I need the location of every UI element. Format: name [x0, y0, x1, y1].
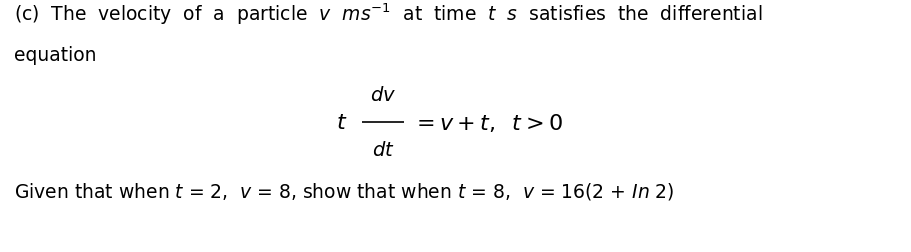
Text: $dv$: $dv$: [370, 86, 395, 105]
Text: $t$: $t$: [336, 113, 347, 133]
Text: $dt$: $dt$: [372, 140, 394, 159]
Text: Given that when $t$ = 2,  $v$ = 8, show that when $t$ = 8,  $v$ = 16(2 + $\mathi: Given that when $t$ = 2, $v$ = 8, show t…: [14, 181, 674, 202]
Text: (c)  The  velocity  of  a  particle  $v$  $\mathit{ms}^{-1}$  at  time  $t$  $s$: (c) The velocity of a particle $v$ $\mat…: [14, 2, 762, 27]
Text: equation: equation: [14, 46, 97, 65]
Text: $= v + t,\;\;  t > 0$: $= v + t,\;\; t > 0$: [412, 112, 562, 134]
